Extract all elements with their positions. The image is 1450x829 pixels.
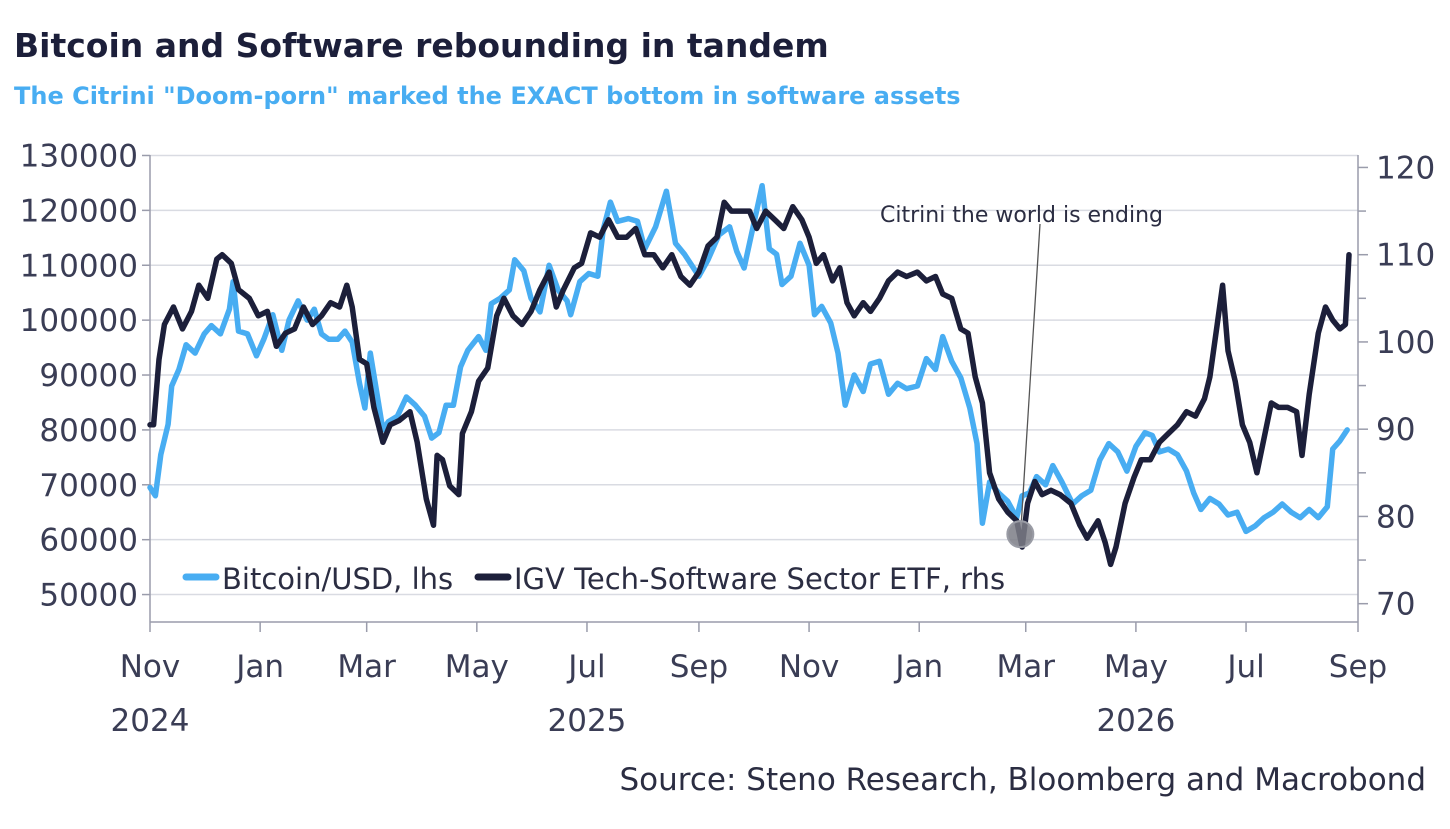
source-note: Source: Steno Research, Bloomberg and Ma… [619,762,1427,798]
y-right-tick-label: 80 [1376,499,1415,535]
y-axis-right-ticks: 70 80 90 100 110 120 [1358,150,1435,623]
y-right-tick-label: 100 [1376,325,1435,361]
x-tick-year-label: 2024 [111,703,190,739]
series-lines [147,182,1352,568]
x-tick-label: Jan [234,649,284,685]
x-tick-label: Nov [779,649,840,685]
y-left-tick-label: 60000 [39,523,138,559]
series-line-igv [147,199,1352,568]
x-tick-label: Jul [566,649,605,685]
x-tick-label: Jul [1225,649,1264,685]
y-left-tick-label: 80000 [39,413,138,449]
y-right-tick-label: 110 [1376,238,1435,274]
x-tick-label: Nov [120,649,181,685]
x-tick-label: Sep [670,649,728,685]
x-tick-label: Jan [893,649,943,685]
y-right-tick-label: 70 [1376,587,1415,623]
annotation: Citrini the world is ending [880,203,1163,549]
x-tick-year-label: 2025 [548,703,627,739]
y-left-tick-label: 90000 [39,358,138,394]
x-tick-label: May [1104,649,1168,685]
y-right-tick-label: 120 [1376,150,1435,186]
legend: Bitcoin/USD, lhs IGV Tech-Software Sector… [182,562,1005,596]
chart-title: Bitcoin and Software rebounding in tande… [14,26,829,65]
axes [149,155,1359,623]
y-left-tick-label: 50000 [39,578,138,614]
x-tick-year-label: 2026 [1096,703,1175,739]
y-left-tick-label: 100000 [20,303,138,339]
annotation-leader-line [1020,223,1041,523]
legend-label: IGV Tech-Software Sector ETF, rhs [514,562,1005,596]
y-left-tick-label: 110000 [20,248,138,284]
x-tick-label: Sep [1329,649,1387,685]
y-left-tick-label: 70000 [39,468,138,504]
y-left-tick-label: 130000 [20,138,138,174]
annotation-marker [1006,520,1035,549]
y-axis-left-ticks: 50000 60000 70000 80000 90000 100000 110000 120… [20,138,150,614]
annotation-label: Citrini the world is ending [880,203,1163,228]
chart-subtitle: The Citrini "Doom-porn" marked the EXACT… [14,82,961,110]
x-tick-label: Mar [337,649,396,685]
x-axis-ticks: Nov 2024 Jan Mar May Jul 2025 Sep Nov Jan Mar May 20… [111,622,1387,739]
x-tick-label: Mar [997,649,1056,685]
y-right-tick-label: 90 [1376,412,1415,448]
legend-label: Bitcoin/USD, lhs [222,562,453,596]
series-line-bitcoin [147,182,1350,535]
y-left-tick-label: 120000 [20,193,138,229]
x-tick-label: May [445,649,509,685]
